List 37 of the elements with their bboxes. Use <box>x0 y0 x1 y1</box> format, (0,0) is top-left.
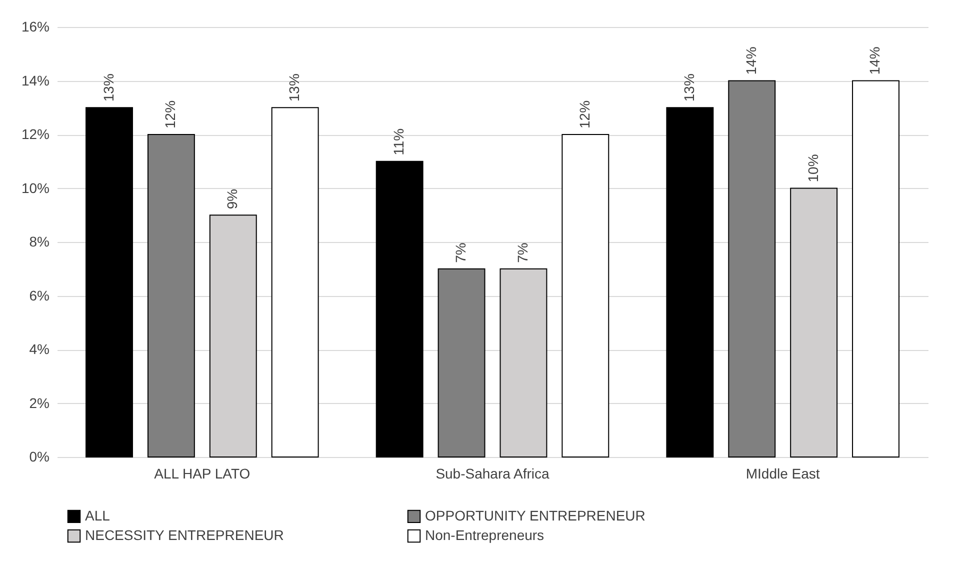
data-label: 12% <box>576 100 592 128</box>
data-label: 7% <box>514 242 530 263</box>
bar <box>86 107 133 458</box>
data-label: 11% <box>390 128 407 156</box>
bar <box>728 80 776 458</box>
bar <box>438 268 486 458</box>
legend-label: NECESSITY ENTREPRENEUR <box>85 527 284 543</box>
data-label: 13% <box>100 74 116 102</box>
x-tick-label: ALL HAP LATO <box>154 466 250 482</box>
data-label: 12% <box>162 100 178 128</box>
legend-label: OPPORTUNITY ENTREPRENEUR <box>425 507 646 524</box>
bar <box>562 134 610 458</box>
bar <box>147 134 195 458</box>
data-label: 10% <box>804 154 821 182</box>
x-tick-label: MIddle East <box>746 466 820 482</box>
y-tick-label: 8% <box>29 234 50 250</box>
bar <box>271 107 319 458</box>
bar <box>852 80 900 458</box>
data-label: 14% <box>866 46 883 75</box>
y-tick-label: 2% <box>29 394 50 411</box>
y-tick-label: 10% <box>21 180 50 196</box>
data-label: 13% <box>286 74 302 102</box>
y-tick-label: 0% <box>29 448 50 464</box>
data-label: 9% <box>224 188 240 210</box>
y-tick-label: 6% <box>29 287 50 304</box>
y-tick-label: 14% <box>21 72 50 88</box>
data-label: 14% <box>742 46 759 75</box>
legend-label: Non-Entrepreneurs <box>425 527 544 543</box>
y-tick-label: 4% <box>29 341 50 357</box>
bar <box>666 107 714 458</box>
x-tick-label: Sub-Sahara Africa <box>436 466 550 482</box>
data-label: 7% <box>452 242 469 263</box>
bar <box>376 160 424 458</box>
data-label: 13% <box>680 74 697 102</box>
legend-label: ALL <box>85 507 110 524</box>
y-tick-label: 16% <box>21 18 50 34</box>
y-tick-label: 12% <box>21 126 50 142</box>
